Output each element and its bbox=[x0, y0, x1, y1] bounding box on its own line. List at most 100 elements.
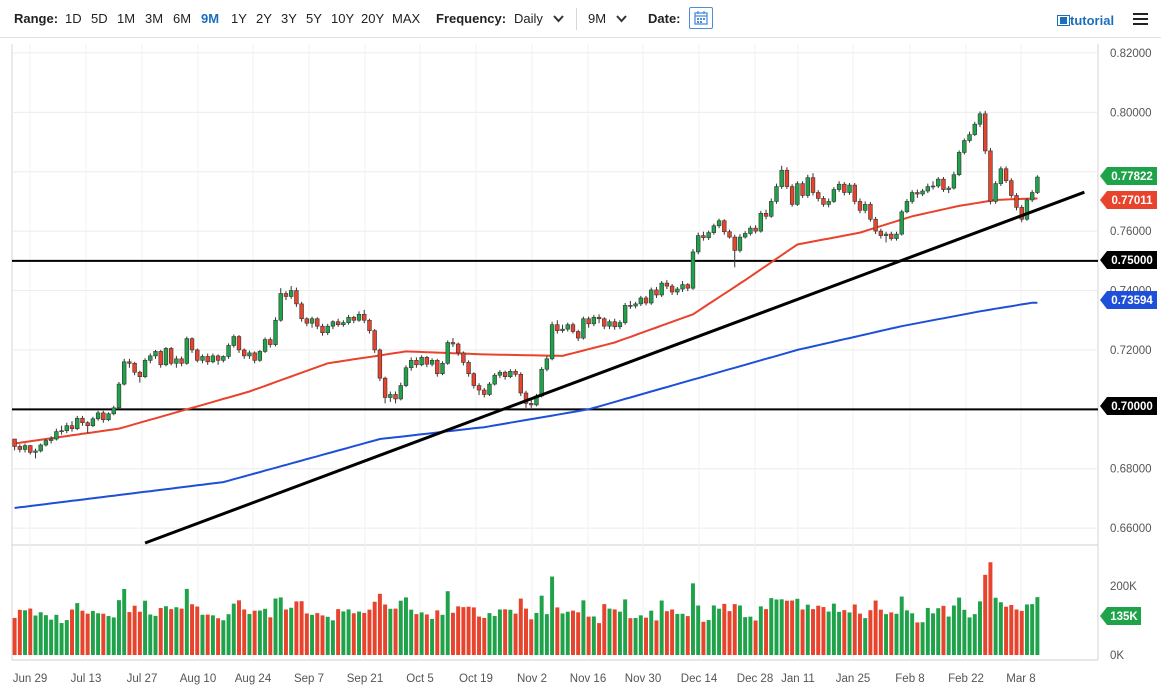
volume-bar bbox=[38, 612, 43, 655]
volume-bar bbox=[320, 615, 325, 655]
range-button-20y[interactable]: 20Y bbox=[361, 11, 385, 26]
candle-body bbox=[158, 351, 163, 366]
volume-bar bbox=[497, 609, 502, 655]
candle-body bbox=[22, 445, 28, 450]
candle-body bbox=[226, 345, 231, 357]
candle-body bbox=[758, 213, 764, 232]
volume-bar bbox=[717, 608, 722, 655]
candle-body bbox=[288, 290, 294, 297]
volume-bar bbox=[842, 610, 847, 655]
volume-bar bbox=[310, 614, 315, 655]
candle-body bbox=[64, 425, 69, 432]
range-button-6m[interactable]: 6M bbox=[173, 11, 192, 26]
candle-body bbox=[878, 230, 884, 236]
volume-bar bbox=[315, 613, 320, 655]
volume-bar bbox=[659, 600, 664, 655]
volume-bar bbox=[383, 604, 388, 655]
range-button-1m[interactable]: 1M bbox=[117, 11, 136, 26]
candle-body bbox=[956, 152, 962, 175]
volume-bar bbox=[1019, 610, 1024, 655]
volume-bar bbox=[96, 613, 101, 655]
date-tick-label: Jul 27 bbox=[127, 673, 158, 685]
volume-bar bbox=[116, 600, 121, 655]
volume-bar bbox=[910, 613, 915, 655]
volume-bar bbox=[388, 608, 393, 655]
volume-bar bbox=[758, 606, 763, 655]
period-select[interactable]: 9M bbox=[588, 11, 607, 26]
candle-body bbox=[930, 185, 936, 188]
tutorial-link[interactable]: tutorial bbox=[1057, 13, 1114, 28]
candle-body bbox=[972, 123, 977, 135]
volume-bar bbox=[242, 609, 247, 655]
volume-bar bbox=[711, 605, 716, 655]
volume-bar bbox=[330, 620, 335, 655]
range-button-max[interactable]: MAX bbox=[392, 11, 421, 26]
candle-body bbox=[560, 328, 565, 331]
volume-bar bbox=[346, 609, 351, 655]
volume-bar bbox=[722, 603, 727, 655]
candle-body bbox=[346, 316, 351, 323]
volume-bar bbox=[586, 616, 591, 655]
price-marker-label: 0.77822 bbox=[1111, 171, 1153, 183]
candle-body bbox=[38, 444, 43, 452]
volume-bar bbox=[111, 617, 116, 655]
volume-bar bbox=[941, 605, 946, 655]
volume-bar bbox=[915, 622, 920, 655]
candle-body bbox=[482, 389, 487, 395]
volume-bar bbox=[602, 604, 607, 655]
volume-bar bbox=[691, 583, 695, 655]
range-button-3m[interactable]: 3M bbox=[145, 11, 164, 26]
candle-body bbox=[242, 349, 247, 357]
slow-moving-average-line bbox=[14, 301, 1038, 509]
range-button-9m[interactable]: 9M bbox=[201, 11, 220, 26]
range-button-10y[interactable]: 10Y bbox=[331, 11, 355, 26]
volume-bar bbox=[518, 598, 523, 655]
volume-marker-badge bbox=[1100, 607, 1141, 625]
candle-body bbox=[445, 342, 450, 364]
candle-body bbox=[257, 351, 263, 361]
period-chevron-down-icon[interactable] bbox=[616, 15, 627, 23]
range-button-1d[interactable]: 1D bbox=[65, 11, 82, 26]
volume-bar bbox=[920, 622, 925, 655]
date-tick-label: Jul 13 bbox=[71, 673, 102, 685]
range-button-3y[interactable]: 3Y bbox=[281, 11, 297, 26]
candle-body bbox=[54, 431, 59, 440]
volume-bar bbox=[216, 618, 221, 655]
volume-bar bbox=[591, 616, 596, 655]
volume-bar bbox=[430, 618, 435, 655]
volume-bar bbox=[252, 610, 257, 655]
volume-bar bbox=[654, 620, 659, 655]
volume-bar bbox=[169, 609, 174, 655]
date-tick-label: Nov 2 bbox=[517, 673, 547, 685]
candle-body bbox=[706, 232, 711, 238]
calendar-button[interactable] bbox=[689, 7, 713, 29]
volume-bar bbox=[597, 623, 602, 655]
candle-body bbox=[487, 383, 492, 395]
candle-body bbox=[821, 198, 826, 205]
range-button-2y[interactable]: 2Y bbox=[256, 11, 272, 26]
candle-body bbox=[795, 183, 800, 205]
volume-bar bbox=[513, 613, 518, 655]
range-button-1y[interactable]: 1Y bbox=[231, 11, 247, 26]
candle-body bbox=[59, 430, 64, 433]
volume-bar bbox=[811, 609, 815, 655]
candle-body bbox=[153, 351, 158, 357]
range-button-5d[interactable]: 5D bbox=[91, 11, 108, 26]
candle-body bbox=[951, 174, 957, 189]
volume-tick-label: 0K bbox=[1110, 650, 1124, 662]
candle-body bbox=[826, 201, 831, 205]
volume-bar bbox=[351, 613, 356, 655]
candle-body bbox=[737, 236, 743, 251]
price-tick-label: 0.80000 bbox=[1110, 107, 1152, 119]
range-button-5y[interactable]: 5Y bbox=[306, 11, 322, 26]
frequency-select[interactable]: Daily bbox=[514, 11, 543, 26]
candle-body bbox=[43, 440, 49, 446]
frequency-chevron-down-icon[interactable] bbox=[553, 15, 564, 23]
menu-icon[interactable] bbox=[1133, 13, 1148, 25]
volume-bar bbox=[23, 610, 28, 655]
candle-body bbox=[523, 392, 529, 404]
candle-body bbox=[409, 360, 414, 369]
volume-bar bbox=[957, 597, 962, 655]
candle-body bbox=[863, 204, 868, 211]
